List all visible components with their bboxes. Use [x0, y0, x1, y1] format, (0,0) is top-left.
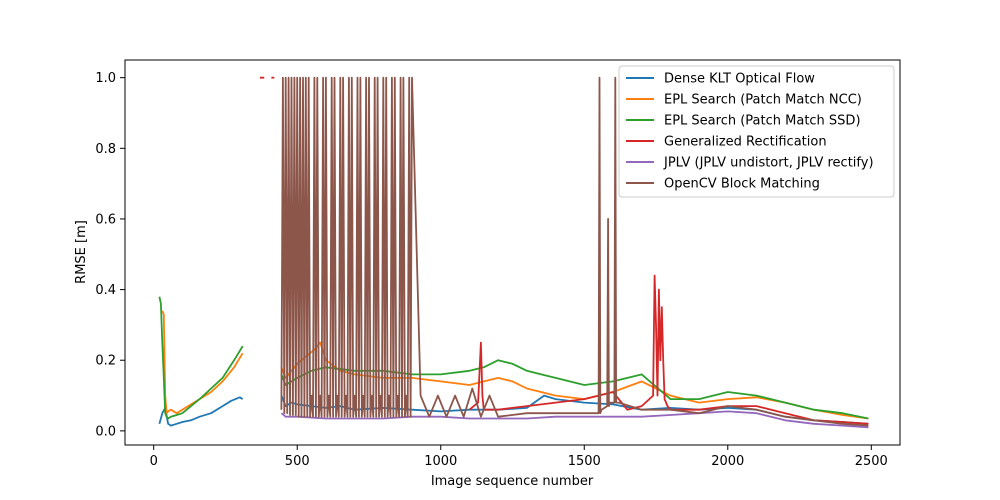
series-layer	[158, 76, 869, 429]
y-tick-label: 0.6	[95, 212, 116, 227]
x-axis: 0 500 1000 1500 2000 2500	[150, 445, 888, 469]
legend-entry: Dense KLT Optical Flow	[664, 72, 815, 87]
x-tick-label: 2500	[855, 454, 888, 469]
legend-box	[618, 65, 895, 198]
y-tick-label: 0.8	[95, 142, 116, 157]
y-axis: 0.0 0.2 0.4 0.6 0.8 1.0	[95, 71, 125, 439]
series-line-opencv-block-matching	[280, 76, 869, 427]
legend-entry: EPL Search (Patch Match NCC)	[664, 93, 862, 108]
legend-entry: JPLV (JPLV undistort, JPLV rectify)	[663, 156, 874, 171]
x-tick-label: 1500	[568, 454, 601, 469]
series-line-jplv-jplv-undistort-jplv-rectify	[280, 410, 869, 429]
legend-entry: EPL Search (Patch Match SSD)	[664, 114, 861, 129]
plot-frame	[124, 59, 901, 446]
y-tick-label: 0.0	[95, 424, 116, 439]
x-tick-label: 500	[285, 454, 310, 469]
y-tick-label: 1.0	[95, 71, 116, 86]
x-tick-label: 0	[150, 454, 158, 469]
y-tick-label: 0.4	[95, 283, 116, 298]
x-tick-label: 1000	[424, 454, 457, 469]
y-axis-label: RMSE [m]	[74, 220, 89, 284]
legend: Dense KLT Optical Flow EPL Search (Patch …	[618, 65, 895, 198]
y-tick-label: 0.2	[95, 354, 116, 369]
x-tick-label: 2000	[711, 454, 744, 469]
legend-entry: OpenCV Block Matching	[664, 177, 820, 192]
x-axis-label: Image sequence number	[431, 474, 594, 489]
legend-entry: Generalized Rectification	[664, 135, 827, 150]
